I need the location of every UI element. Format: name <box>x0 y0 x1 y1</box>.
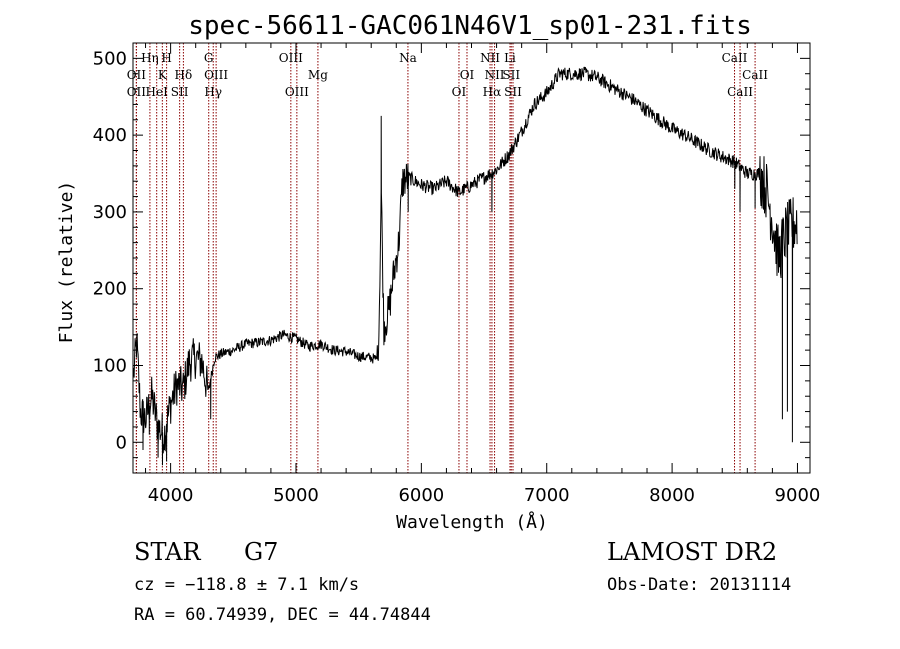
emission-line-label: CaII <box>727 85 753 99</box>
x-tick-label: 6000 <box>398 485 444 506</box>
x-tick-label: 7000 <box>524 485 570 506</box>
spectrum-line <box>133 66 798 466</box>
emission-line-label: SII <box>502 68 520 82</box>
emission-line-markers <box>135 43 756 473</box>
emission-line-label: CaII <box>742 68 768 82</box>
y-tick-label: 400 <box>93 125 127 146</box>
emission-line-label: CaII <box>722 51 748 65</box>
y-axis-label: Flux (relative) <box>56 181 77 344</box>
emission-line-label: Hη <box>141 51 159 65</box>
observation-date: Obs-Date: 20131114 <box>607 575 791 595</box>
y-tick-label: 200 <box>93 279 127 300</box>
object-class: STAR <box>134 538 201 566</box>
spectral-subclass: G7 <box>244 538 278 566</box>
axis-ticks <box>133 43 810 473</box>
x-tick-label: 5000 <box>273 485 319 506</box>
emission-line-label: OIII <box>285 85 309 99</box>
emission-line-label: Mg <box>308 68 328 82</box>
emission-line-label: HeI <box>146 85 169 99</box>
emission-line-label: Hγ <box>204 85 222 99</box>
emission-line-label: H <box>161 51 171 65</box>
emission-line-label: Li <box>504 51 516 65</box>
y-tick-label: 0 <box>116 432 127 453</box>
x-axis-label: Wavelength (Å) <box>396 511 548 533</box>
emission-line-label: OI <box>460 68 475 82</box>
redshift-cz: cz = −118.8 ± 7.1 km/s <box>134 575 359 595</box>
emission-line-label: Hα <box>483 85 502 99</box>
emission-line-label: OIII <box>279 51 303 65</box>
emission-line-label: OII <box>127 68 147 82</box>
coordinates: RA = 60.74939, DEC = 44.74844 <box>134 605 431 625</box>
x-tick-label: 9000 <box>775 485 821 506</box>
emission-line-label: OIII <box>204 68 228 82</box>
x-tick-label: 4000 <box>148 485 194 506</box>
emission-line-label: SII <box>171 85 189 99</box>
y-tick-label: 500 <box>93 48 127 69</box>
plot-frame <box>132 42 811 474</box>
emission-line-label: SII <box>504 85 522 99</box>
emission-line-label: G <box>204 51 214 65</box>
y-tick-label: 300 <box>93 202 127 223</box>
emission-line-labels: OII OII Hη HeI KH SII Hδ G Hγ OIII OIII OIII Mg Na OI O… <box>127 51 769 99</box>
x-tick-label: 8000 <box>649 485 695 506</box>
y-tick-label: 100 <box>93 356 127 377</box>
emission-line-label: NII <box>480 51 500 65</box>
emission-line-label: OI <box>452 85 467 99</box>
survey-name: LAMOST DR2 <box>607 538 777 566</box>
emission-line-label: OII <box>127 85 147 99</box>
emission-line-label: NII <box>485 68 505 82</box>
chart-title: spec-56611-GAC061N46V1_sp01-231.fits <box>188 11 752 41</box>
axis-tick-labels: 4000 5000 6000 7000 8000 9000 0 100 200 300 400 500 <box>93 48 821 506</box>
emission-line-label: Na <box>399 51 417 65</box>
emission-line-label: K <box>158 68 168 82</box>
emission-line-label: Hδ <box>175 68 193 82</box>
